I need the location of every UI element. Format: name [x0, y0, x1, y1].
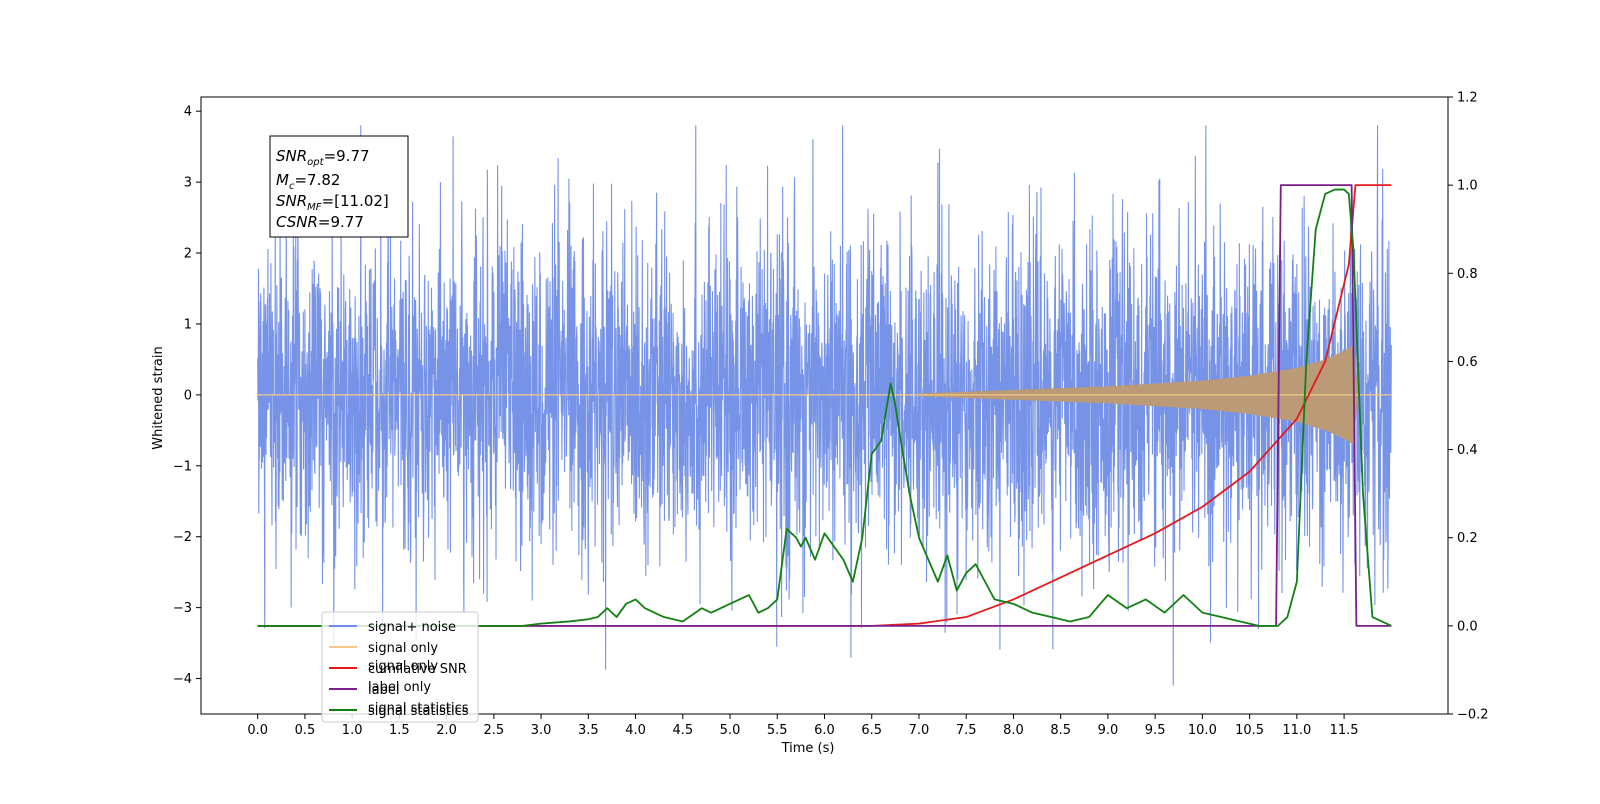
info-line-snr-opt: SNRopt=9.77 [276, 147, 370, 168]
x-tick-label: 7.0 [909, 723, 930, 738]
y-right-tick-label: −0.2 [1457, 708, 1489, 723]
info-line2-base: M [276, 171, 289, 189]
y-left-tick-label: 1 [184, 317, 192, 332]
x-tick-label: 0.0 [247, 723, 268, 738]
series-label [257, 184, 1392, 627]
x-tick-label: 4.5 [672, 723, 693, 738]
x-tick-label: 11.5 [1330, 723, 1359, 738]
x-tick-label: 9.0 [1098, 723, 1119, 738]
y-right-tick-label: 0.6 [1457, 355, 1478, 370]
info-line4-value: =9.77 [318, 213, 364, 231]
info-line-mc: Mc=7.82 [276, 171, 340, 192]
y-axis-label-left: Whitened strain [151, 346, 166, 449]
legend-hidden-fragments: signal only label only signal statistics [368, 659, 469, 716]
y-left-tick-label: −4 [173, 672, 192, 687]
x-tick-label: 10.0 [1188, 723, 1217, 738]
legend-item-signal-noise: signal+ noise [329, 620, 456, 635]
info-line3-base: SNR [276, 192, 307, 210]
x-tick-label: 3.0 [531, 723, 552, 738]
info-box: SNRopt=9.77 Mc=7.82 SNRMF=[11.02] CSNR=9… [269, 135, 409, 238]
x-tick-label: 2.0 [436, 723, 457, 738]
legend-hidden-fragment-1: signal only [368, 659, 438, 674]
legend-item-signal-statistics: signal statistics [329, 704, 469, 719]
legend-frame [321, 611, 479, 723]
legend-label-signal-statistics: signal statistics [368, 704, 469, 719]
y-left-tick-label: 3 [184, 176, 192, 191]
info-line2-value: =7.82 [294, 171, 340, 189]
x-tick-label: 8.0 [1003, 723, 1024, 738]
y-right-tick-label: 0.4 [1457, 443, 1478, 458]
y-left-tick-label: −2 [173, 530, 192, 545]
info-line1-sub: opt [307, 157, 324, 168]
series-signal-statistics [257, 188, 1392, 627]
info-line1-base: SNR [276, 147, 307, 165]
info-line3-value: =[11.02] [322, 192, 389, 210]
info-line2-sub: c [289, 181, 295, 192]
info-box-frame [269, 135, 409, 238]
legend-hidden-fragment-2: label only [368, 680, 431, 695]
axes-layer: 0.0 0.5 1.0 1.5 2.0 2.5 3.0 3.5 4.0 4.5 5.0 5.5 6.0 6… [173, 91, 1489, 739]
info-line-snr-mf: SNRMF=[11.02] [276, 192, 389, 213]
y-left-tick-label: 0 [184, 388, 192, 403]
legend-item-label: label [329, 683, 399, 698]
plot-layers [257, 125, 1392, 686]
y-right-tick-label: 0.0 [1457, 619, 1478, 634]
info-line1-value: =9.77 [324, 147, 370, 165]
x-tick-label: 10.5 [1235, 723, 1264, 738]
series-cumulative-snr [257, 184, 1392, 627]
x-axis-label: Time (s) [781, 741, 835, 756]
x-tick-label: 5.0 [720, 723, 741, 738]
info-line4-base: CSNR [276, 213, 318, 231]
legend-item-signal-only: signal only [329, 641, 438, 656]
x-tick-label: 1.0 [342, 723, 363, 738]
legend-label-label: label [368, 683, 399, 698]
y-left-tick-label: −3 [173, 601, 192, 616]
x-tick-label: 1.5 [389, 723, 410, 738]
info-line-csnr: CSNR=9.77 [276, 213, 364, 231]
x-tick-label: 0.5 [295, 723, 316, 738]
x-tick-label: 6.5 [861, 723, 882, 738]
y-left-tick-label: −1 [173, 459, 192, 474]
x-tick-label: 8.5 [1050, 723, 1071, 738]
legend-label-cumulative-snr: cumilative SNR [368, 662, 467, 677]
x-tick-label: 3.5 [578, 723, 599, 738]
y-right-tick-label: 0.8 [1457, 267, 1478, 282]
y-right-tick-label: 0.2 [1457, 531, 1478, 546]
x-tick-label: 5.5 [767, 723, 788, 738]
legend: signal only label only signal statistics… [321, 611, 479, 723]
legend-item-cumulative-snr: cumilative SNR [329, 662, 467, 677]
series-signal-noise [257, 125, 1392, 686]
x-tick-label: 11.0 [1282, 723, 1311, 738]
y-left-tick-label: 4 [184, 105, 192, 120]
x-tick-label: 6.0 [814, 723, 835, 738]
legend-label-signal-noise: signal+ noise [368, 620, 456, 635]
legend-hidden-fragment-3: signal statistics [368, 701, 469, 716]
info-line3-sub: MF [307, 202, 322, 213]
x-tick-label: 7.5 [956, 723, 977, 738]
legend-label-signal-only: signal only [368, 641, 438, 656]
y-right-tick-label: 1.0 [1457, 179, 1478, 194]
x-tick-label: 9.5 [1145, 723, 1166, 738]
y-left-tick-label: 2 [184, 247, 192, 262]
y-right-tick-label: 1.2 [1457, 91, 1478, 106]
x-tick-label: 2.5 [484, 723, 505, 738]
x-tick-label: 4.0 [625, 723, 646, 738]
